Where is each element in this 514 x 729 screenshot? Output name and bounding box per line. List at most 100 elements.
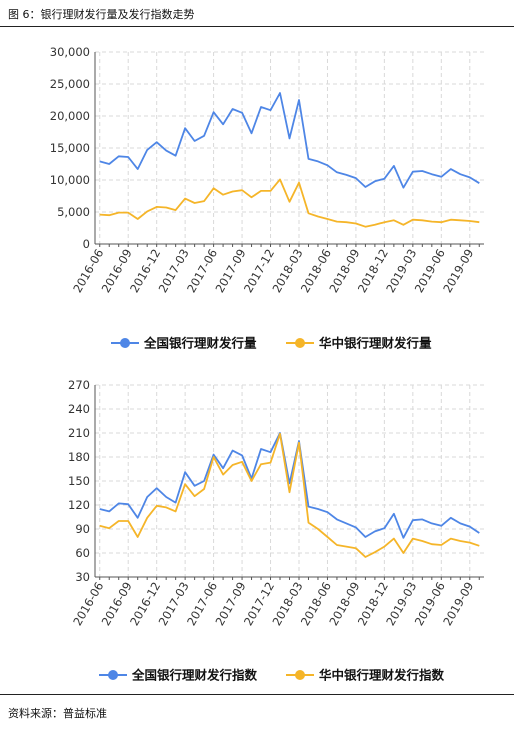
data-point [269,109,271,111]
y-tick-label: 15,000 [50,141,90,155]
chart-issuance-volume: 0 5,000 10,000 15,000 20,000 25,000 30,000 2016… [50,45,484,351]
data-point [336,220,338,222]
data-point [203,488,205,490]
series-1 [99,432,480,558]
data-point [412,537,414,539]
data-point [203,135,205,137]
data-point [307,158,309,160]
data-point [118,211,120,213]
data-point [421,518,423,520]
data-point [184,471,186,473]
data-point [450,168,452,170]
y-tick-label: 90 [75,522,90,536]
data-point [146,517,148,519]
series-1 [99,178,480,228]
data-point [127,211,129,213]
data-point [288,201,290,203]
x-axis: 2016-062016-092016-122017-032017-062017-… [70,244,480,295]
data-point [469,525,471,527]
data-point [421,540,423,542]
data-point [269,461,271,463]
data-point [288,137,290,139]
data-point [165,149,167,151]
data-point [99,525,101,527]
data-point [241,112,243,114]
data-point [431,522,433,524]
data-point [193,202,195,204]
data-point [345,522,347,524]
data-point [250,480,252,482]
data-point [269,190,271,192]
data-point [99,508,101,510]
legend-label: 华中银行理财发行指数 [319,668,445,683]
data-point [241,461,243,463]
y-tick-label: 210 [68,426,90,440]
x-axis: 2016-062016-092016-122017-032017-062017-… [70,577,480,628]
data-point [450,517,452,519]
data-point [108,163,110,165]
data-point [108,527,110,529]
data-point [393,219,395,221]
data-point [469,541,471,543]
data-point [298,181,300,183]
y-tick-label: 270 [68,378,90,392]
data-point [155,141,157,143]
legend-label: 华中银行理财发行量 [319,336,432,351]
data-point [364,226,366,228]
data-point [412,519,414,521]
data-point [174,154,176,156]
data-point [336,544,338,546]
data-point [355,547,357,549]
data-point [450,537,452,539]
data-point [326,164,328,166]
data-point [317,528,319,530]
data-point [99,160,101,162]
y-tick-label: 0 [83,237,90,251]
legend-label: 全国银行理财发行量 [143,336,257,351]
y-tick-label: 120 [68,498,90,512]
series-line [99,432,480,539]
top-rule [0,26,514,27]
data-point [459,540,461,542]
series-line [99,432,480,558]
y-tick-label: 10,000 [50,173,90,187]
data-point [412,218,414,220]
data-point [345,221,347,223]
data-point [165,206,167,208]
data-point [269,451,271,453]
data-point [383,527,385,529]
data-point [364,186,366,188]
data-point [421,170,423,172]
data-point [450,218,452,220]
data-point [165,496,167,498]
legend: 全国银行理财发行量 华中银行理财发行量 [111,336,432,351]
y-tick-label: 30 [75,570,90,584]
y-tick-label: 150 [68,474,90,488]
data-point [231,190,233,192]
data-point [193,140,195,142]
data-point [146,149,148,151]
data-point [222,123,224,125]
data-point [260,448,262,450]
data-point [279,92,281,94]
data-point [136,536,138,538]
data-point [127,520,129,522]
series-0 [99,432,480,539]
gridlines [95,51,484,244]
data-point [431,543,433,545]
data-point [326,536,328,538]
data-point [146,210,148,212]
data-point [260,463,262,465]
data-point [469,176,471,178]
data-point [345,174,347,176]
data-point [108,214,110,216]
legend-marker [295,670,305,680]
legend: 全国银行理财发行指数 华中银行理财发行指数 [99,668,445,683]
data-point [298,99,300,101]
data-point [108,510,110,512]
data-point [193,495,195,497]
data-point [440,544,442,546]
data-point [222,467,224,469]
data-point [146,496,148,498]
data-point [440,525,442,527]
